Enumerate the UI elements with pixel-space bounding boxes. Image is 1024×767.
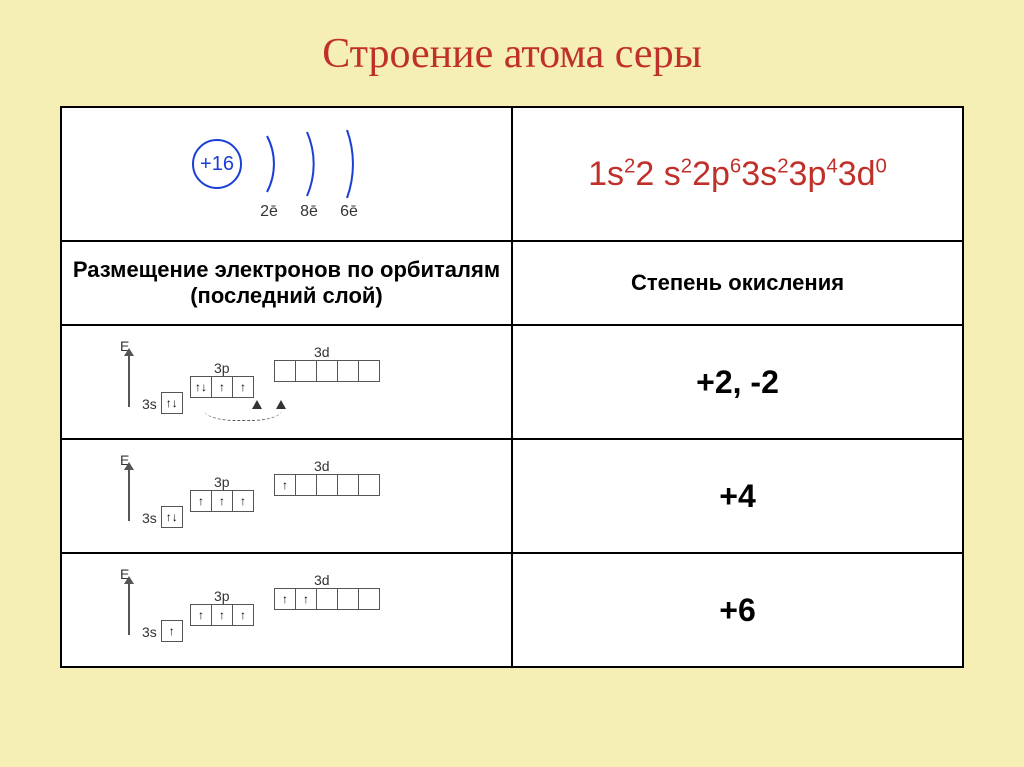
orbital-box: ↑ — [211, 376, 233, 398]
orbital-box — [295, 360, 317, 382]
orbital-box — [316, 360, 338, 382]
orbital-box: ↑↓ — [161, 392, 183, 414]
orbital-box: ↑ — [232, 604, 254, 626]
header-left: Размещение электронов по орбиталям (посл… — [61, 241, 512, 325]
orbital-diagram-2: E3s↑↑↑↑3p↑↑3d — [70, 560, 503, 660]
slide: Строение атома серы +16 2ē 8ē 6ē — [0, 0, 1024, 767]
electron-config-cell: 1s22 s22p63s23p43d0 — [512, 107, 963, 241]
main-table: +16 2ē 8ē 6ē 1s22 s22p63s23p43d0 Размеще… — [60, 106, 964, 668]
orbital-box: ↑ — [190, 604, 212, 626]
sublevel-d — [274, 360, 380, 382]
orbital-box — [358, 474, 380, 496]
sublevel-d: ↑ — [274, 474, 380, 496]
energy-arrow-icon — [128, 466, 130, 521]
orbital-boxes — [274, 360, 380, 382]
orbital-boxes: ↑↑↑ — [190, 490, 254, 512]
excitation-path-icon — [204, 410, 282, 421]
orbital-box: ↑ — [295, 588, 317, 610]
orbital-box — [358, 360, 380, 382]
orbital-box: ↑ — [211, 604, 233, 626]
sublevel-label: 3p — [214, 588, 230, 604]
page-title: Строение атома серы — [60, 30, 964, 78]
electron-configuration: 1s22 s22p63s23p43d0 — [514, 155, 961, 194]
orbital-box: ↑↓ — [190, 376, 212, 398]
orbital-box: ↑ — [232, 376, 254, 398]
orbital-box — [337, 588, 359, 610]
orbital-box: ↑ — [274, 588, 296, 610]
orbital-box — [295, 474, 317, 496]
excitation-arrow-icon — [252, 400, 262, 409]
orbital-box — [358, 588, 380, 610]
orbital-box: ↑ — [161, 620, 183, 642]
sublevel-p: ↑↑↑ — [190, 490, 254, 512]
shell-1-label: 2ē — [260, 203, 278, 220]
sublevel-s: 3s↑↓ — [142, 392, 183, 414]
shell-2-label: 8ē — [300, 203, 318, 220]
orbital-box: ↑ — [274, 474, 296, 496]
oxidation-0: +2, -2 — [512, 325, 963, 439]
orbital-box — [337, 474, 359, 496]
orbital-boxes: ↑↓ — [161, 506, 183, 528]
sublevel-s: 3s↑ — [142, 620, 183, 642]
energy-arrow-icon — [128, 352, 130, 407]
orbital-cell-0: E3s↑↓↑↓↑↑3p3d — [61, 325, 512, 439]
orbital-boxes: ↑ — [161, 620, 183, 642]
orbital-box: ↑↓ — [161, 506, 183, 528]
atom-shell-cell: +16 2ē 8ē 6ē — [61, 107, 512, 241]
orbital-diagram-0: E3s↑↓↑↓↑↑3p3d — [70, 332, 503, 432]
sublevel-label: 3s — [142, 510, 157, 526]
sublevel-label: 3s — [142, 624, 157, 640]
orbital-box — [316, 588, 338, 610]
orbital-boxes: ↑↑↑ — [190, 604, 254, 626]
orbital-boxes: ↑↓↑↑ — [190, 376, 254, 398]
sublevel-label: 3d — [314, 572, 330, 588]
shell-svg: +16 2ē 8ē 6ē — [157, 124, 417, 224]
sublevel-s: 3s↑↓ — [142, 506, 183, 528]
oxidation-2: +6 — [512, 553, 963, 667]
oxidation-1: +4 — [512, 439, 963, 553]
atom-shell-diagram: +16 2ē 8ē 6ē — [70, 114, 503, 234]
orbital-boxes: ↑ — [274, 474, 380, 496]
orbital-diagram-1: E3s↑↓↑↑↑3p↑3d — [70, 446, 503, 546]
orbital-boxes: ↑↑ — [274, 588, 380, 610]
sublevel-d: ↑↑ — [274, 588, 380, 610]
shell-3-label: 6ē — [340, 203, 358, 220]
orbital-box: ↑ — [232, 490, 254, 512]
orbital-cell-1: E3s↑↓↑↑↑3p↑3d — [61, 439, 512, 553]
orbital-box — [337, 360, 359, 382]
orbital-box — [316, 474, 338, 496]
sublevel-label: 3s — [142, 396, 157, 412]
nucleus-label: +16 — [200, 153, 234, 175]
orbital-cell-2: E3s↑↑↑↑3p↑↑3d — [61, 553, 512, 667]
energy-arrow-icon — [128, 580, 130, 635]
orbital-box — [274, 360, 296, 382]
sublevel-label: 3p — [214, 360, 230, 376]
header-right: Степень окисления — [512, 241, 963, 325]
excitation-arrow-icon — [276, 400, 286, 409]
orbital-box: ↑ — [190, 490, 212, 512]
sublevel-label: 3d — [314, 344, 330, 360]
orbital-boxes: ↑↓ — [161, 392, 183, 414]
sublevel-label: 3p — [214, 474, 230, 490]
sublevel-label: 3d — [314, 458, 330, 474]
sublevel-p: ↑↓↑↑ — [190, 376, 254, 398]
sublevel-p: ↑↑↑ — [190, 604, 254, 626]
orbital-box: ↑ — [211, 490, 233, 512]
